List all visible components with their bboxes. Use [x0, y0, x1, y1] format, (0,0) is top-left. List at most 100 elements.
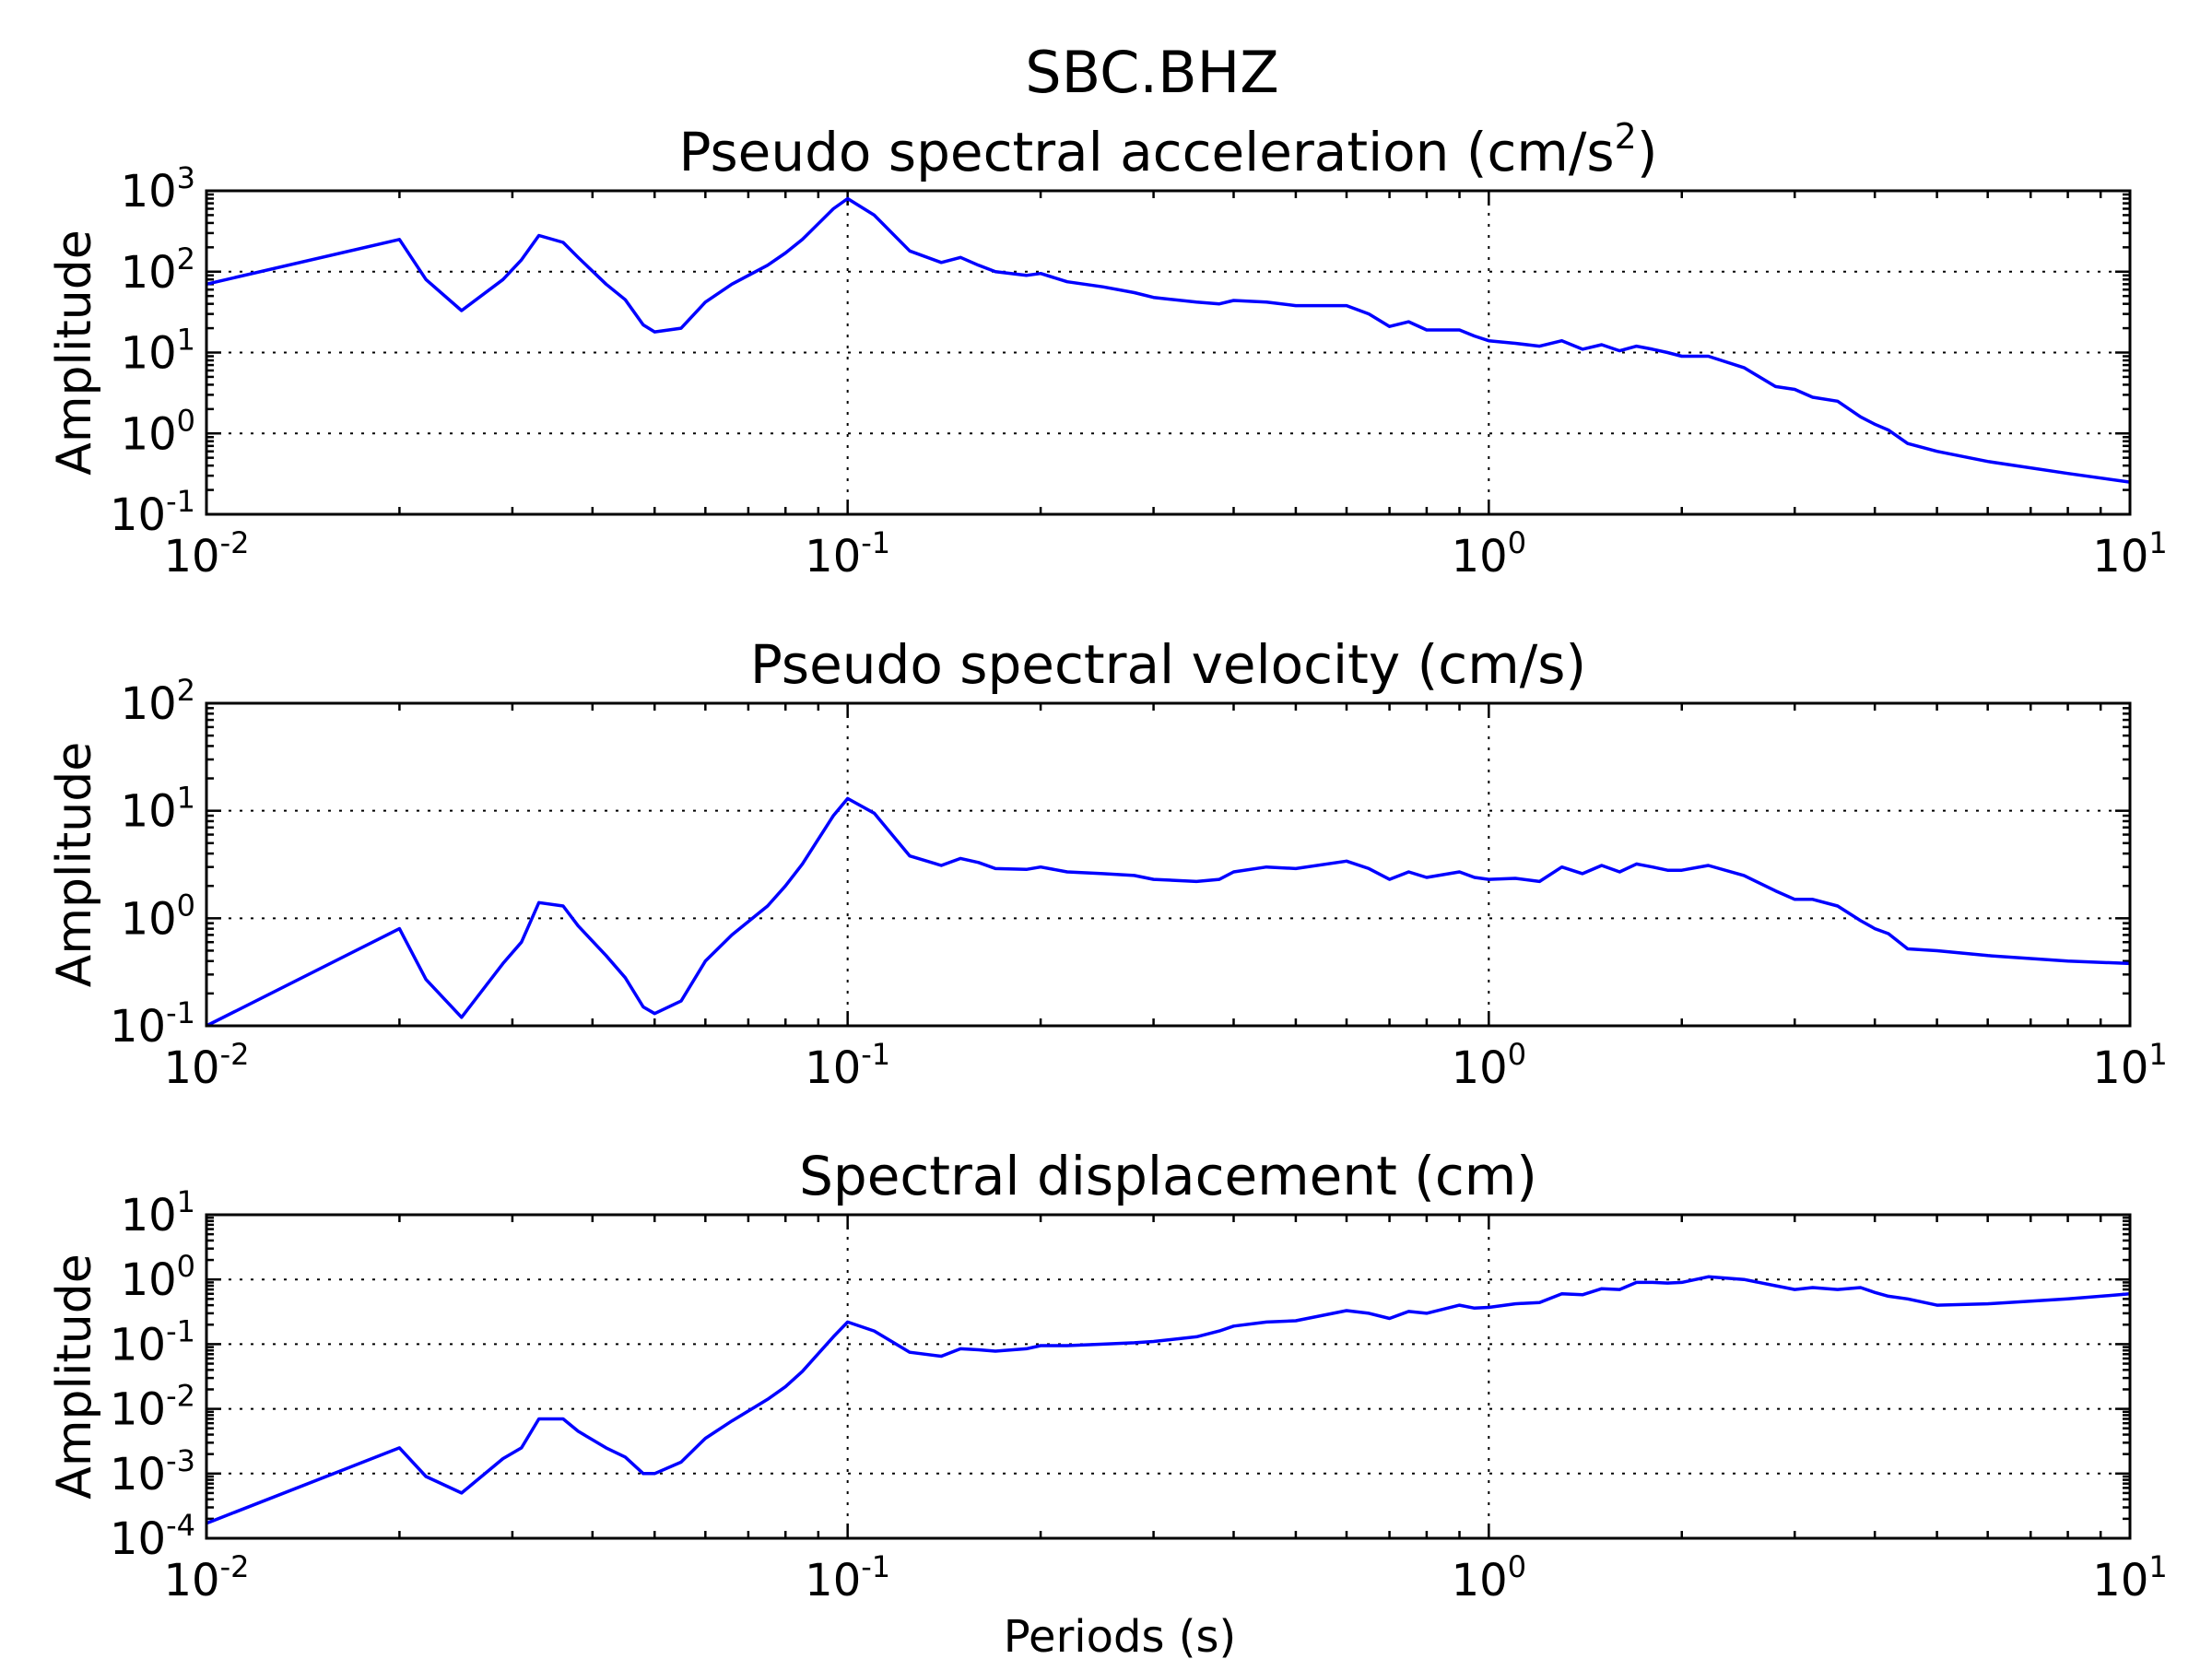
- series-line: [206, 196, 2131, 484]
- x-tick-base: 10: [2092, 531, 2148, 582]
- panel-title: Spectral displacement (cm): [799, 1145, 1537, 1207]
- y-tick-exponent: 2: [177, 241, 195, 276]
- y-tick-base: 10: [110, 1384, 166, 1436]
- y-tick-exponent: -1: [166, 1313, 195, 1348]
- y-tick-label: 100: [121, 403, 195, 460]
- y-tick-base: 10: [121, 786, 177, 838]
- x-tick-exponent: 0: [1508, 525, 1526, 560]
- panel-title-text: Pseudo spectral acceleration (cm/s: [679, 121, 1615, 183]
- y-tick-exponent: 0: [177, 403, 195, 438]
- x-tick-label: 101: [2092, 1549, 2167, 1606]
- x-tick-label: 10-2: [164, 1037, 250, 1094]
- x-tick-base: 10: [1452, 1555, 1508, 1606]
- x-tick-base: 10: [164, 531, 220, 582]
- x-tick-base: 10: [2092, 1042, 2148, 1094]
- x-tick-label: 10-1: [805, 1549, 890, 1606]
- chart-panel-2: Pseudo spectral velocity (cm/s) Amplitude…: [47, 633, 2168, 1094]
- y-axis-label: Amplitude: [47, 229, 102, 475]
- panel-title: Pseudo spectral acceleration (cm/s2): [679, 116, 1658, 183]
- x-axis-label: Periods (s): [1004, 1611, 1236, 1659]
- axes-frame: [205, 189, 2132, 516]
- y-tick-exponent: 3: [177, 160, 195, 195]
- y-tick-label: 102: [121, 241, 195, 299]
- series-line: [206, 796, 2131, 1028]
- y-tick-label: 101: [121, 1184, 195, 1241]
- x-tick-exponent: -2: [220, 1549, 250, 1584]
- x-tick-label: 10-2: [164, 1549, 250, 1606]
- y-tick-exponent: 1: [177, 1184, 195, 1219]
- x-tick-label: 101: [2092, 525, 2167, 582]
- y-tick-exponent: -1: [166, 484, 195, 519]
- y-tick-exponent: 2: [177, 673, 195, 708]
- panel-title-superscript: 2: [1615, 116, 1637, 157]
- y-tick-label: 10-1: [110, 1313, 195, 1371]
- y-axis-label: Amplitude: [47, 742, 102, 987]
- y-tick-base: 10: [110, 1319, 166, 1371]
- x-tick-exponent: 0: [1508, 1037, 1526, 1072]
- x-tick-label: 10-1: [805, 1037, 890, 1094]
- y-tick-exponent: 1: [177, 781, 195, 816]
- y-tick-label: 10-1: [110, 484, 195, 541]
- y-tick-label: 10-3: [110, 1443, 195, 1500]
- y-tick-exponent: 0: [177, 888, 195, 923]
- x-tick-base: 10: [2092, 1555, 2148, 1606]
- panel-title-text: Spectral displacement (cm): [799, 1145, 1537, 1207]
- figure-suptitle: SBC.BHZ: [1025, 39, 1278, 106]
- x-tick-base: 10: [805, 1042, 861, 1094]
- x-tick-exponent: -1: [861, 1037, 890, 1072]
- x-tick-exponent: 1: [2148, 1037, 2167, 1072]
- y-tick-base: 10: [110, 1513, 166, 1565]
- y-tick-label: 10-4: [110, 1508, 195, 1565]
- panel-title-text: Pseudo spectral velocity (cm/s): [750, 633, 1586, 696]
- y-tick-label: 100: [121, 888, 195, 945]
- y-tick-exponent: -4: [166, 1508, 195, 1543]
- y-tick-base: 10: [121, 678, 177, 730]
- x-tick-exponent: -2: [220, 525, 250, 560]
- y-tick-base: 10: [110, 489, 166, 541]
- y-tick-exponent: -1: [166, 995, 195, 1030]
- y-tick-base: 10: [110, 1001, 166, 1053]
- y-tick-label: 10-2: [110, 1379, 195, 1436]
- axes-frame: [205, 1213, 2132, 1540]
- panel-title: Pseudo spectral velocity (cm/s): [750, 633, 1586, 696]
- y-tick-base: 10: [121, 328, 177, 380]
- panel-title-end: ): [1637, 121, 1658, 183]
- x-tick-exponent: -1: [861, 525, 890, 560]
- x-tick-label: 100: [1452, 1549, 1526, 1606]
- y-tick-base: 10: [121, 893, 177, 945]
- y-tick-base: 10: [121, 166, 177, 218]
- y-tick-exponent: 0: [177, 1249, 195, 1284]
- series-line: [206, 1275, 2131, 1525]
- y-tick-label: 101: [121, 781, 195, 838]
- panels: Pseudo spectral acceleration (cm/s2)Ampl…: [47, 116, 2168, 1606]
- x-tick-label: 100: [1452, 1037, 1526, 1094]
- y-tick-label: 100: [121, 1249, 195, 1306]
- axes-frame: [205, 701, 2132, 1028]
- y-tick-label: 10-1: [110, 995, 195, 1053]
- y-tick-base: 10: [121, 247, 177, 299]
- y-axis-label: Amplitude: [47, 1253, 102, 1499]
- x-tick-exponent: -2: [220, 1037, 250, 1072]
- chart-panel-1: Pseudo spectral acceleration (cm/s2)Ampl…: [47, 116, 2168, 582]
- y-tick-label: 102: [121, 673, 195, 730]
- y-tick-base: 10: [110, 1449, 166, 1500]
- y-tick-base: 10: [121, 1254, 177, 1306]
- y-tick-base: 10: [121, 408, 177, 460]
- y-tick-label: 103: [121, 160, 195, 218]
- x-tick-label: 101: [2092, 1037, 2167, 1094]
- x-tick-base: 10: [164, 1042, 220, 1094]
- x-tick-exponent: -1: [861, 1549, 890, 1584]
- y-tick-label: 101: [121, 323, 195, 380]
- x-tick-base: 10: [164, 1555, 220, 1606]
- x-tick-label: 10-2: [164, 525, 250, 582]
- x-tick-exponent: 1: [2148, 1549, 2167, 1584]
- y-tick-base: 10: [121, 1190, 177, 1241]
- y-tick-exponent: -3: [166, 1443, 195, 1478]
- x-tick-base: 10: [805, 1555, 861, 1606]
- y-tick-exponent: -2: [166, 1379, 195, 1414]
- x-tick-label: 10-1: [805, 525, 890, 582]
- x-tick-exponent: 1: [2148, 525, 2167, 560]
- x-tick-exponent: 0: [1508, 1549, 1526, 1584]
